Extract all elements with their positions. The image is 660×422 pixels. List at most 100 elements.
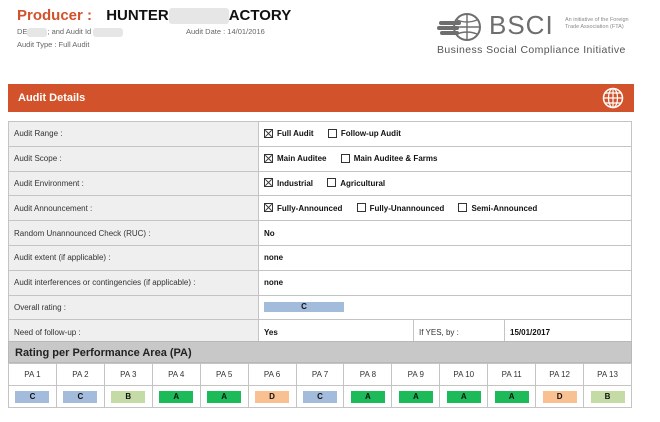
pa-rating-badge: C <box>15 390 50 403</box>
audit-scope-label: Audit Scope : <box>8 145 259 172</box>
pa-rating-badge: C <box>302 390 337 403</box>
pa-name-cell: PA 1 <box>8 363 57 386</box>
pa-rating-badge: B <box>111 390 146 403</box>
audit-range-label: Audit Range : <box>8 121 259 147</box>
audit-interferences-label: Audit interferences or contingencies (if… <box>8 269 259 296</box>
overall-rating-label: Overall rating : <box>8 294 259 321</box>
audit-scope-options: Main Auditee Main Auditee & Farms <box>258 145 632 172</box>
option-main-auditee[interactable]: Main Auditee <box>264 153 326 163</box>
pa-rating-badge: A <box>207 390 242 403</box>
overall-rating-cell: C <box>258 294 632 321</box>
pa-rating-badge: D <box>542 390 577 403</box>
pa-rating-cell: B <box>103 385 153 408</box>
meta-prefix: DE <box>17 27 28 36</box>
redacted-block <box>168 8 229 25</box>
row-audit-scope: Audit Scope : Main Auditee Main Auditee … <box>8 145 632 172</box>
option-follow-up-audit[interactable]: Follow-up Audit <box>327 128 401 138</box>
row-audit-announcement: Audit Announcement : Fully-Announced Ful… <box>8 195 632 222</box>
checkbox-empty-icon[interactable] <box>340 153 350 163</box>
redacted-block <box>27 27 48 37</box>
pa-rating-cell: D <box>247 385 297 408</box>
pa-rating-badge: A <box>398 390 433 403</box>
pa-rating-cell: C <box>55 385 105 408</box>
pa-rating-badge: D <box>255 390 290 403</box>
row-overall-rating: Overall rating : C <box>8 294 632 321</box>
pa-rating-cell: B <box>583 385 632 408</box>
option-semi-announced[interactable]: Semi-Announced <box>458 203 537 213</box>
audit-date: Audit Date : 14/01/2016 <box>186 27 265 36</box>
row-audit-interferences: Audit interferences or contingencies (if… <box>8 269 632 296</box>
pa-name-cell: PA 13 <box>583 363 632 386</box>
pa-name-cell: PA 11 <box>487 363 537 386</box>
checkbox-checked-icon[interactable] <box>264 128 273 138</box>
audit-extent-value: none <box>258 244 632 271</box>
pa-name-cell: PA 7 <box>295 363 345 386</box>
checkbox-checked-icon[interactable] <box>264 153 273 163</box>
option-full-audit[interactable]: Full Audit <box>264 128 314 138</box>
ruc-value: No <box>258 220 632 246</box>
option-fully-unannounced[interactable]: Fully-Unannounced <box>356 203 444 213</box>
ruc-label: Random Unannounced Check (RUC) : <box>8 220 259 246</box>
pa-rating-cell: A <box>487 385 537 408</box>
fta-globe-hand-icon <box>437 13 481 41</box>
pa-section-header: Rating per Performance Area (PA) <box>8 341 632 363</box>
checkbox-empty-icon[interactable] <box>327 128 337 138</box>
audit-id-line: DE ; and Audit Id <box>17 27 124 37</box>
checkbox-empty-icon[interactable] <box>458 203 468 213</box>
pa-rating-cell: A <box>343 385 393 408</box>
pa-rating-badge: A <box>159 390 194 403</box>
pa-rating-cell: C <box>295 385 345 408</box>
pa-rating-cell: A <box>439 385 489 408</box>
pa-name-cell: PA 9 <box>391 363 441 386</box>
pa-rating-badge: A <box>446 390 481 403</box>
producer-heading: Producer : HUNTER ACTORY <box>17 7 291 25</box>
row-audit-extent: Audit extent (if applicable) : none <box>8 244 632 271</box>
option-main-auditee-farms[interactable]: Main Auditee & Farms <box>340 153 437 163</box>
pa-name-cell: PA 4 <box>151 363 201 386</box>
audit-announcement-label: Audit Announcement : <box>8 195 259 222</box>
audit-details-bar: Audit Details <box>8 84 634 112</box>
checkbox-empty-icon[interactable] <box>356 203 366 213</box>
logo-brand: BSCI <box>489 10 554 40</box>
pa-rating-cell: C <box>8 385 57 408</box>
pa-rating-badge: C <box>63 390 98 403</box>
producer-name: HUNTER ACTORY <box>106 7 291 25</box>
pa-name-cell: PA 5 <box>199 363 249 386</box>
audit-interferences-value: none <box>258 269 632 296</box>
pa-rating-badge: A <box>494 390 529 403</box>
row-audit-range: Audit Range : Full Audit Follow-up Audit <box>8 121 632 147</box>
pa-name-cell: PA 2 <box>55 363 105 386</box>
checkbox-checked-icon[interactable] <box>264 178 273 188</box>
pa-name-cell: PA 10 <box>439 363 489 386</box>
pa-name-cell: PA 3 <box>103 363 153 386</box>
pa-names-row: PA 1 PA 2 PA 3 PA 4 PA 5 PA 6 PA 7 PA 8 PA 9 PA 1… <box>8 363 632 386</box>
option-fully-announced[interactable]: Fully-Announced <box>264 203 342 213</box>
pa-rating-cell: D <box>535 385 585 408</box>
option-agricultural[interactable]: Agricultural <box>327 178 385 188</box>
pa-name-cell: PA 8 <box>343 363 393 386</box>
logo-full-name: Business Social Compliance Initiative <box>437 44 626 56</box>
overall-rating-badge: C <box>264 302 344 313</box>
producer-name-start: HUNTER <box>106 7 169 24</box>
audit-details-table: Audit Range : Full Audit Follow-up Audit… <box>8 121 632 346</box>
bsci-logo: BSCI An initiative of the Foreign Trade … <box>437 10 632 58</box>
pa-name-cell: PA 12 <box>535 363 585 386</box>
checkbox-empty-icon[interactable] <box>327 178 337 188</box>
audit-type: Audit Type : Full Audit <box>17 40 90 49</box>
audit-environment-options: Industrial Agricultural <box>258 170 632 197</box>
logo-initiative-note: An initiative of the Foreign Trade Assoc… <box>565 17 629 30</box>
pa-rating-cell: A <box>199 385 249 408</box>
section-title: Audit Details <box>18 92 86 104</box>
option-industrial[interactable]: Industrial <box>264 178 313 188</box>
pa-rating-badge: B <box>590 390 625 403</box>
audit-extent-label: Audit extent (if applicable) : <box>8 244 259 271</box>
need-follow-up-value: Yes <box>258 319 414 346</box>
pa-rating-badge: A <box>350 390 385 403</box>
row-audit-environment: Audit Environment : Industrial Agricultu… <box>8 170 632 197</box>
pa-section-title: Rating per Performance Area (PA) <box>15 347 192 359</box>
audit-environment-label: Audit Environment : <box>8 170 259 197</box>
pa-rating-cell: A <box>391 385 441 408</box>
redacted-block <box>93 27 124 37</box>
checkbox-checked-icon[interactable] <box>264 203 273 213</box>
